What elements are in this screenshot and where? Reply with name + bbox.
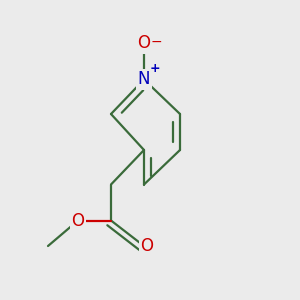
- Text: −: −: [151, 35, 162, 49]
- Text: N: N: [138, 70, 150, 88]
- Text: +: +: [150, 62, 161, 76]
- Text: O: O: [140, 237, 154, 255]
- Text: O: O: [71, 212, 85, 230]
- Text: O: O: [137, 34, 151, 52]
